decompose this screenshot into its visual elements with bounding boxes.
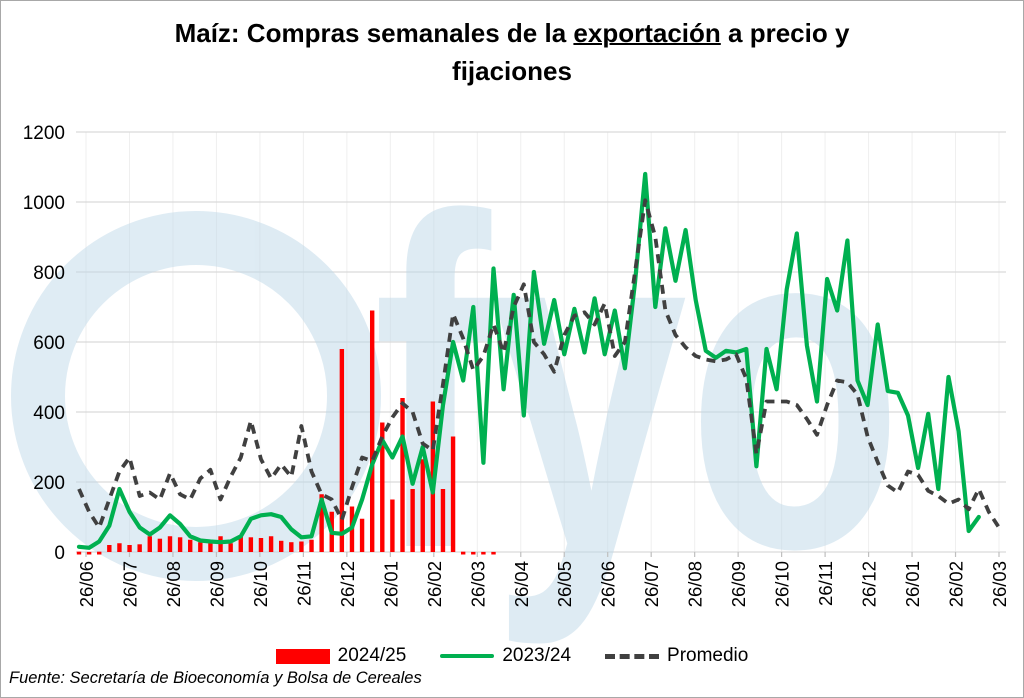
svg-text:26/12: 26/12 <box>859 561 880 607</box>
svg-text:26/11: 26/11 <box>293 561 314 606</box>
bar-week-3 <box>107 545 112 552</box>
legend: 2024/25 2023/24 Promedio <box>1 645 1023 667</box>
bar-week-41 <box>491 551 496 555</box>
svg-text:26/04: 26/04 <box>511 561 532 607</box>
svg-text:26/12: 26/12 <box>337 561 358 607</box>
svg-text:26/03: 26/03 <box>989 561 1010 607</box>
svg-text:26/10: 26/10 <box>772 561 793 607</box>
line-2023-24 <box>76 171 981 550</box>
legend-swatch-line <box>440 653 495 659</box>
svg-text:26/01: 26/01 <box>380 561 401 607</box>
x-axis-labels: 26/06 26/07 26/08 26/09 26/10 26/11 26/12 26/01… <box>76 561 1010 607</box>
bar-week-5 <box>127 545 132 552</box>
svg-text:26/08: 26/08 <box>685 561 706 607</box>
bar-week-0 <box>76 551 82 555</box>
legend-label: Promedio <box>667 645 749 666</box>
svg-text:600: 600 <box>33 333 65 354</box>
bar-week-29 <box>369 310 375 552</box>
bar-week-37 <box>450 436 456 552</box>
bar-week-21 <box>289 542 294 552</box>
legend-label: 2024/25 <box>337 645 407 666</box>
bar-week-32 <box>400 398 405 552</box>
bar-week-8 <box>157 538 163 552</box>
svg-text:26/06: 26/06 <box>76 561 97 607</box>
svg-text:26/11: 26/11 <box>815 561 836 606</box>
bar-week-28 <box>359 518 365 552</box>
svg-text:200: 200 <box>33 473 65 494</box>
bar-week-13 <box>208 541 213 552</box>
legend-item-promedio: Promedio <box>605 645 748 667</box>
bar-week-24 <box>319 494 324 552</box>
bar-week-15 <box>228 543 233 552</box>
bar-week-39 <box>471 551 476 555</box>
svg-text:26/02: 26/02 <box>424 561 445 607</box>
bar-week-10 <box>177 537 183 552</box>
line-promedio <box>77 198 1001 530</box>
svg-text:26/07: 26/07 <box>641 561 662 607</box>
bar-week-23 <box>309 539 314 552</box>
bar-week-18 <box>258 538 264 552</box>
legend-label: 2023/24 <box>502 645 572 666</box>
bar-week-22 <box>299 541 304 552</box>
title-line1: Maíz: Compras semanales de la exportació… <box>174 18 850 48</box>
bar-week-17 <box>248 537 254 552</box>
svg-text:800: 800 <box>33 263 65 284</box>
chart-title: Maíz: Compras semanales de la exportació… <box>1 15 1023 90</box>
legend-swatch-bar <box>275 648 330 664</box>
bar-week-6 <box>137 544 142 552</box>
svg-text:26/02: 26/02 <box>946 561 967 607</box>
svg-text:26/10: 26/10 <box>250 561 271 607</box>
svg-text:26/08: 26/08 <box>163 561 184 607</box>
source-note: Fuente: Secretaría de Bioeconomía y Bols… <box>9 669 422 687</box>
title-line2: fijaciones <box>452 55 572 86</box>
bar-week-31 <box>390 499 395 552</box>
bar-week-12 <box>198 542 203 552</box>
bar-week-30 <box>380 422 385 552</box>
legend-swatch-dash <box>605 653 660 659</box>
bar-week-33 <box>410 489 415 552</box>
svg-text:1000: 1000 <box>23 193 65 214</box>
legend-item-2023-24: 2023/24 <box>440 645 571 667</box>
bar-week-2 <box>97 551 102 555</box>
bar-week-11 <box>188 539 193 552</box>
bar-week-36 <box>440 489 446 552</box>
svg-text:1200: 1200 <box>23 123 65 144</box>
bar-week-19 <box>268 536 274 552</box>
y-axis-labels: 0 200 400 600 800 1000 1200 <box>23 123 65 564</box>
svg-text:26/01: 26/01 <box>902 561 923 607</box>
bar-week-4 <box>117 543 122 552</box>
svg-text:26/06: 26/06 <box>598 561 619 607</box>
bar-week-40 <box>481 551 486 555</box>
svg-text:26/05: 26/05 <box>554 561 575 607</box>
bar-week-16 <box>238 536 243 552</box>
svg-text:26/09: 26/09 <box>206 561 227 607</box>
bar-week-38 <box>460 551 466 555</box>
bar-week-9 <box>167 536 173 552</box>
svg-text:400: 400 <box>33 403 65 424</box>
bar-week-7 <box>147 536 152 552</box>
svg-text:26/09: 26/09 <box>728 561 749 607</box>
title-underlined-word: exportación <box>573 18 721 48</box>
svg-text:26/03: 26/03 <box>467 561 488 607</box>
bar-week-34 <box>420 459 425 552</box>
x-axis-ticks <box>85 552 1000 557</box>
svg-text:26/07: 26/07 <box>119 561 140 607</box>
legend-item-2024-25: 2024/25 <box>275 645 407 667</box>
svg-text:0: 0 <box>54 543 65 564</box>
bar-week-1 <box>86 551 92 555</box>
bar-week-26 <box>339 349 345 552</box>
bar-week-20 <box>278 540 284 552</box>
